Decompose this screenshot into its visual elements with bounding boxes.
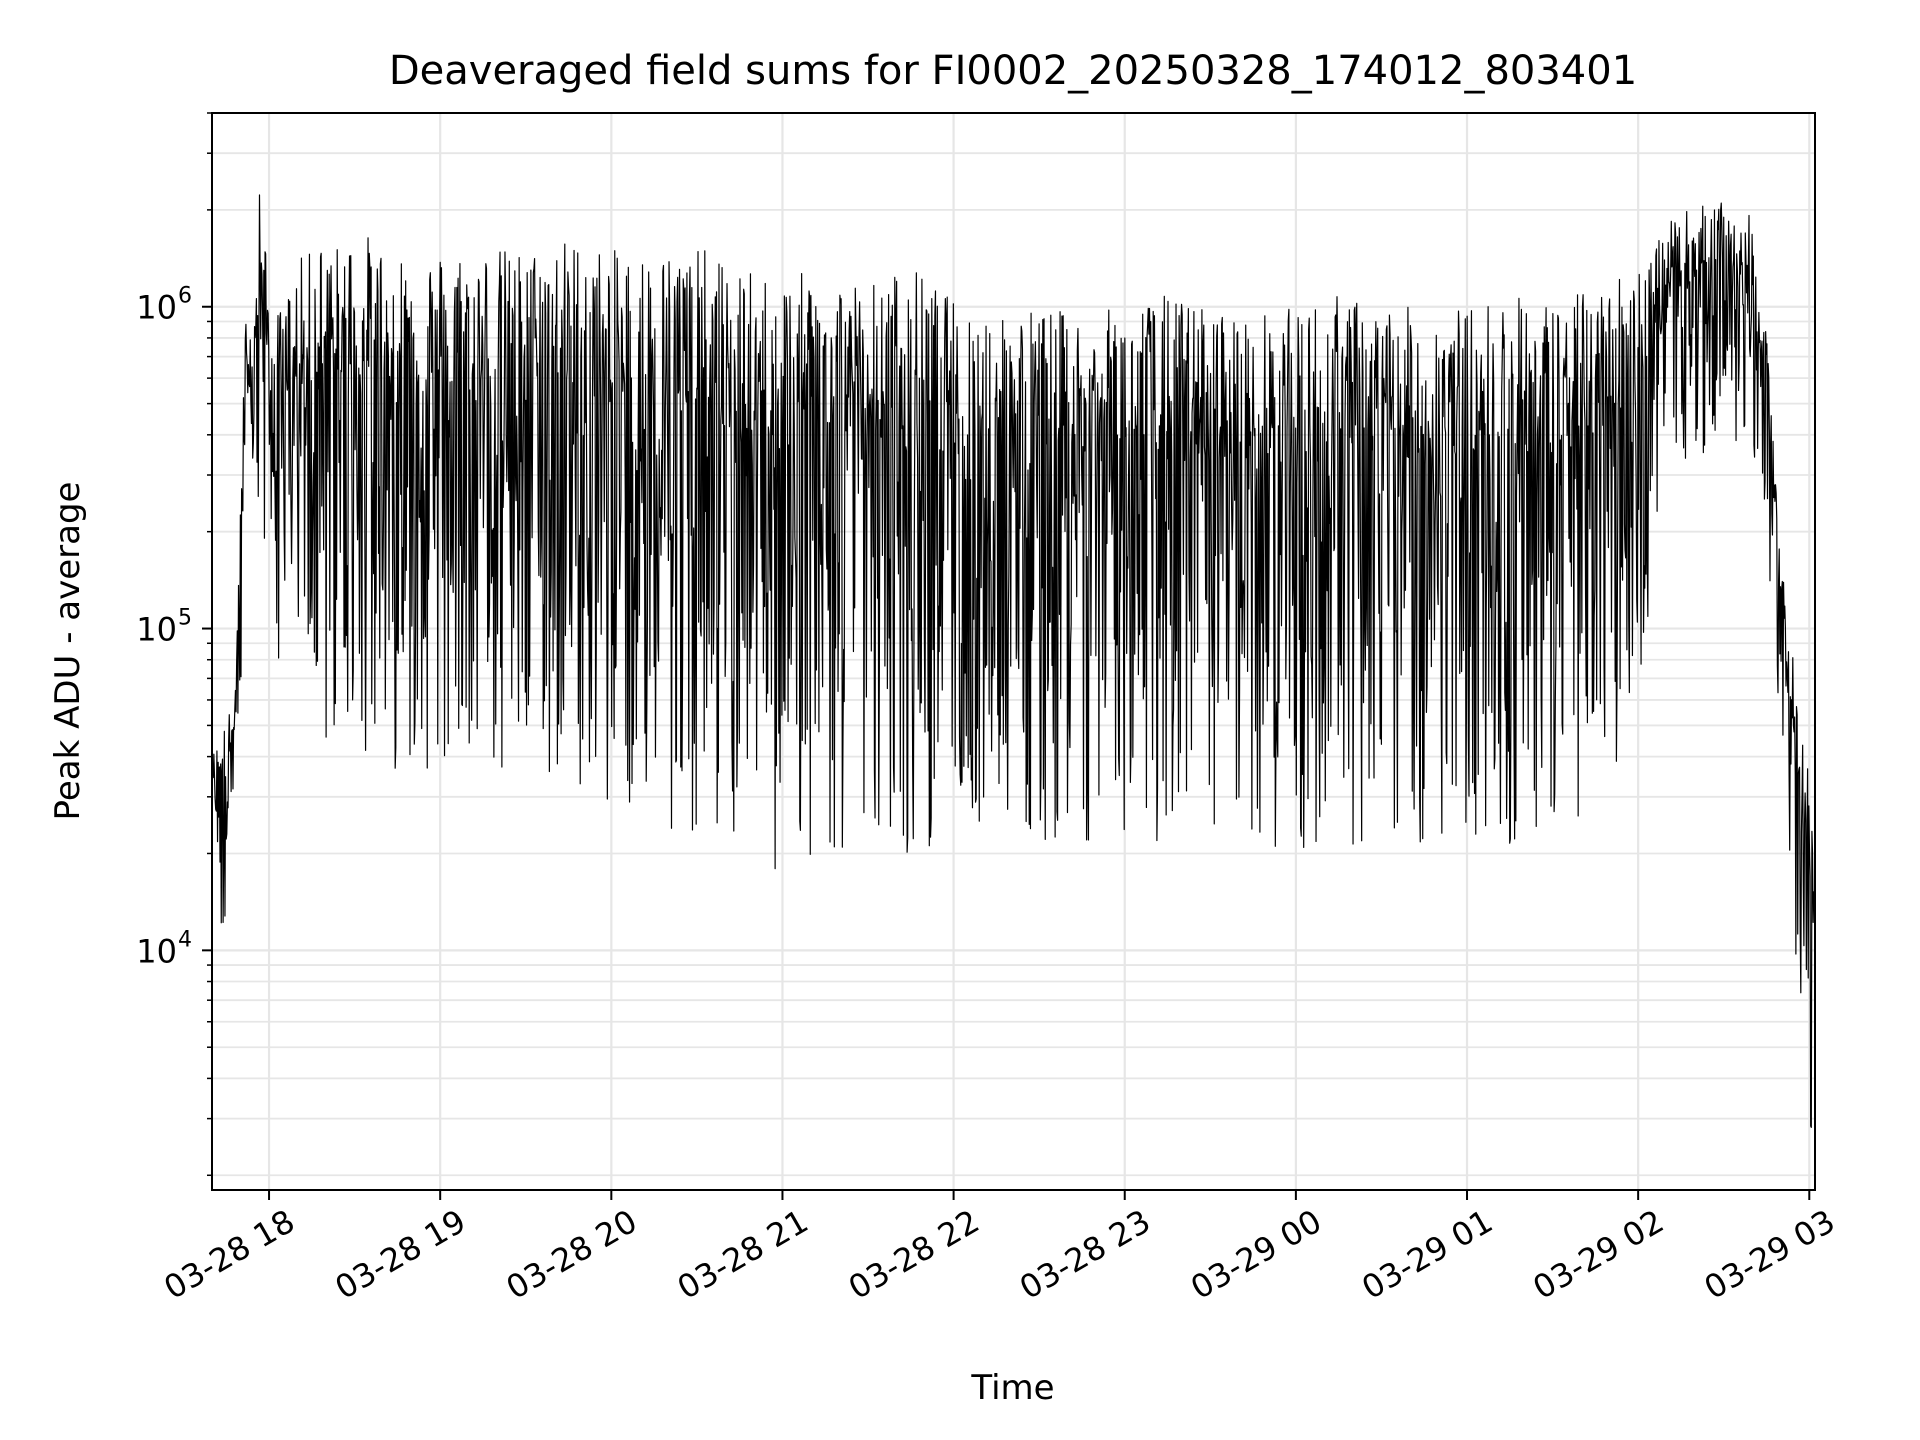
svg-text:6: 6	[178, 284, 192, 309]
y-tick-label: 10 4	[136, 927, 192, 970]
x-axis-label: Time	[970, 1368, 1054, 1408]
plot-frame	[211, 112, 1816, 1191]
series-layer	[211, 194, 1816, 1128]
svg-text:10: 10	[136, 289, 177, 327]
svg-text:10: 10	[136, 932, 177, 970]
svg-text:10: 10	[136, 611, 177, 649]
svg-text:4: 4	[178, 927, 192, 952]
y-tick-label: 10 5	[136, 606, 192, 649]
svg-text:5: 5	[178, 606, 192, 631]
chart-title: Deaveraged field sums for FI0002_2025032…	[389, 48, 1637, 94]
y-axis-label: Peak ADU - average	[48, 482, 88, 821]
y-tick-label: 10 6	[136, 284, 192, 327]
series-line-0	[211, 194, 1816, 1128]
